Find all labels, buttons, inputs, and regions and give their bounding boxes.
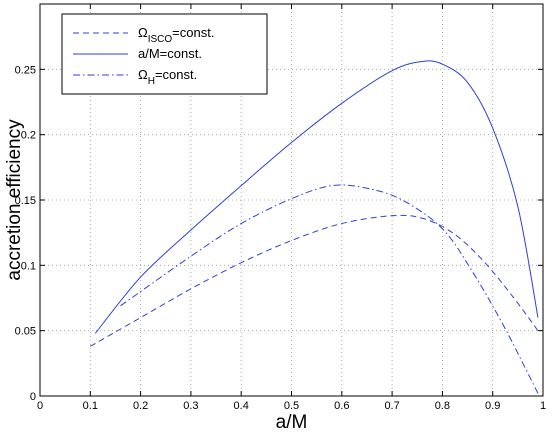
legend-label-3: ΩH=const. (138, 67, 197, 87)
x-tick-label: 0.1 (83, 400, 98, 412)
legend-label-suffix: =const. (172, 25, 214, 40)
y-tick-label: 0.1 (21, 260, 36, 272)
y-tick-label: 0 (30, 391, 36, 403)
legend-label-main: Ω (138, 25, 148, 40)
y-tick-label: 0.2 (21, 130, 36, 142)
y-axis-label: accretion efficiency (4, 119, 25, 281)
series-line-2 (94, 60, 539, 334)
legend-label-main: a/M=const. (138, 46, 202, 61)
grid (40, 4, 543, 396)
x-tick-label: 0.5 (284, 400, 299, 412)
axis-ticks: 0 0.1 0.2 0.3 0.4 0.5 0.6 0.7 0.8 0.9 1 0 0.05 0.1 0.1… (15, 4, 546, 412)
series-line-3 (120, 184, 539, 394)
series-line-1 (90, 214, 539, 347)
legend-label-main: Ω (138, 67, 148, 82)
legend-label-2: a/M=const. (138, 46, 202, 61)
x-tick-label: 0.9 (485, 400, 500, 412)
x-tick-label: 0.8 (435, 400, 450, 412)
x-tick-label: 0 (37, 400, 43, 412)
y-tick-label: 0.25 (15, 64, 36, 76)
legend-label-subscript: ISCO (148, 34, 173, 45)
y-tick-label: 0.15 (15, 195, 36, 207)
legend: ΩISCO=const.a/M=const.ΩH=const. (61, 13, 268, 95)
x-axis-label: a/M (276, 412, 308, 433)
legend-label-subscript: H (148, 76, 155, 87)
x-tick-label: 0.7 (384, 400, 399, 412)
x-tick-label: 0.3 (183, 400, 198, 412)
legend-label-1: ΩISCO=const. (138, 25, 214, 45)
x-tick-label: 1 (540, 400, 546, 412)
x-tick-label: 0.6 (334, 400, 349, 412)
x-tick-label: 0.4 (234, 400, 249, 412)
y-tick-label: 0.05 (15, 326, 36, 338)
plot-lines (90, 60, 539, 394)
legend-label-suffix: =const. (155, 67, 197, 82)
x-tick-label: 0.2 (133, 400, 148, 412)
